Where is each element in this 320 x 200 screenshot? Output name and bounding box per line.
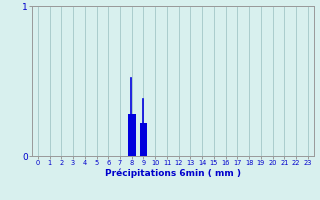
Bar — [140, 123, 147, 156]
Bar — [128, 114, 136, 156]
X-axis label: Précipitations 6min ( mm ): Précipitations 6min ( mm ) — [105, 169, 241, 178]
